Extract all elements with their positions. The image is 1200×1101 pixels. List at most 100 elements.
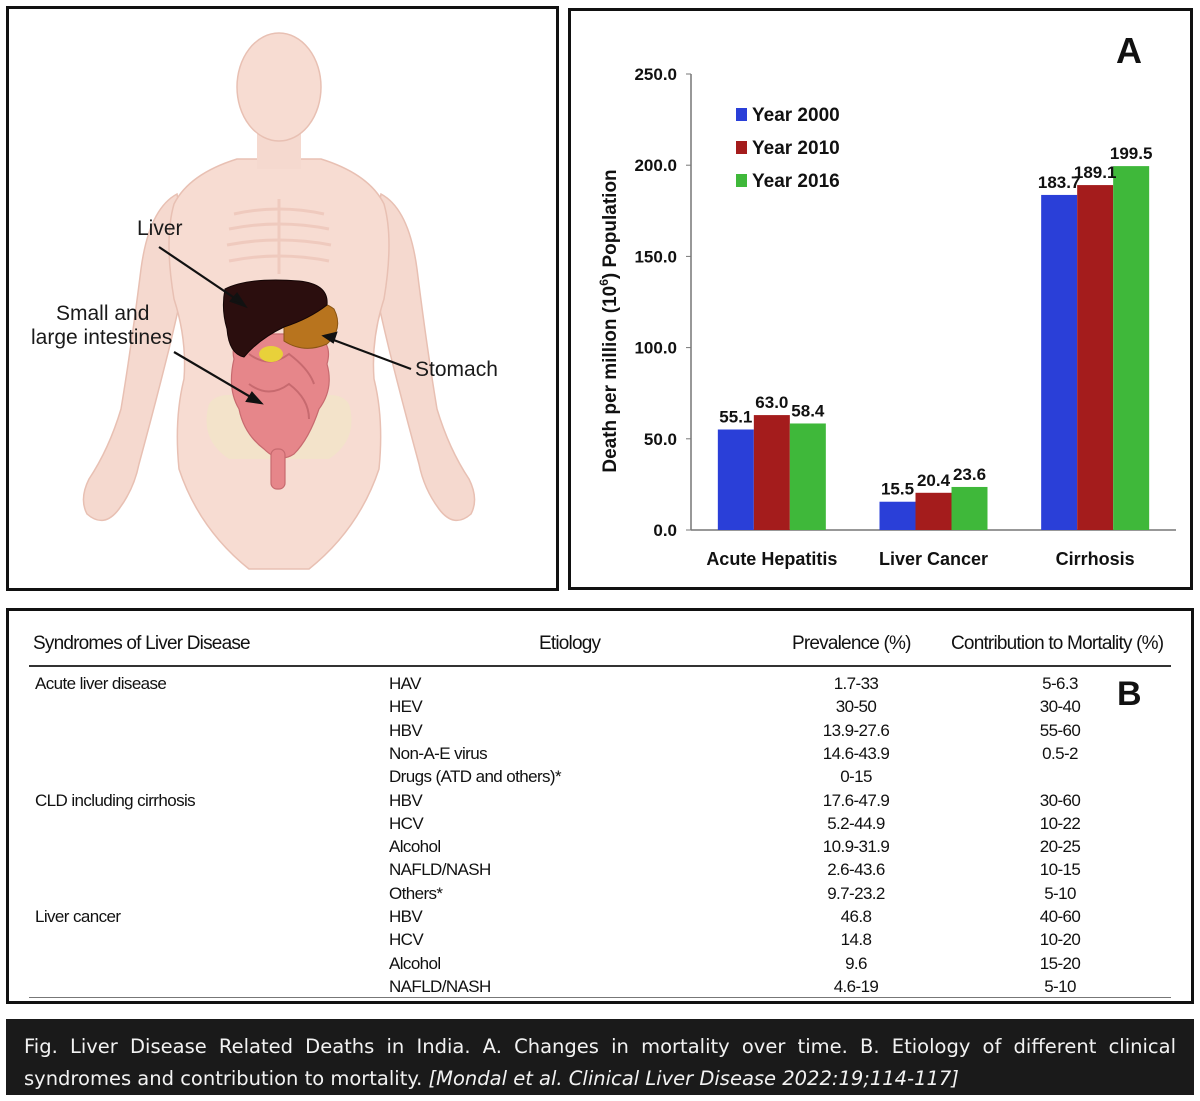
table-cell-prevalence: 4.6-19 [833, 976, 879, 996]
bar-data-label: 15.5 [881, 480, 914, 499]
anatomy-illustration: Liver Small and large intestines Stomach [31, 32, 498, 570]
table-cell-prevalence: 10.9-31.9 [822, 837, 890, 857]
left-arm [82, 192, 190, 522]
table-cell-etiology: Alcohol [389, 953, 441, 973]
table-cell-etiology: Non-A-E virus [389, 743, 488, 763]
table-cell-etiology: HCV [389, 930, 424, 950]
header-syndromes: Syndromes of Liver Disease [33, 633, 251, 654]
liver-label: Liver [137, 217, 183, 240]
table-cell-mortality: 10-20 [1039, 930, 1081, 950]
chart-panel: A 0.0 50.0 100.0 150.0 200.0 250.0 55.1 63.0 58… [568, 8, 1193, 590]
table-cell-mortality: 55-60 [1039, 720, 1081, 740]
table-cell-mortality: 5-10 [1044, 883, 1076, 903]
bar [717, 429, 754, 530]
legend-swatch [736, 141, 747, 154]
bar-data-label: 199.5 [1110, 144, 1153, 163]
header-prevalence: Prevalence (%) [792, 633, 911, 654]
table-cell-mortality: 20-25 [1039, 837, 1081, 857]
y-tick-label: 200.0 [634, 156, 677, 175]
bar [915, 492, 952, 530]
bar [1113, 166, 1150, 530]
mortality-bar-chart: A 0.0 50.0 100.0 150.0 200.0 250.0 55.163.0 58… [597, 30, 1176, 569]
figure-caption: Fig. Liver Disease Related Deaths in Ind… [6, 1019, 1194, 1095]
head [236, 32, 322, 142]
caption-citation: [Mondal et al. Clinical Liver Disease 20… [428, 1067, 959, 1090]
table-cell-mortality: 0.5-2 [1042, 743, 1078, 763]
bar-data-label: 23.6 [953, 465, 986, 484]
bar-data-label: 55.1 [719, 407, 752, 426]
x-category-label: Acute Hepatitis [706, 549, 837, 569]
intestines-label-line1: Small and [56, 302, 149, 325]
legend-swatch [736, 174, 747, 187]
table-cell-etiology: HEV [389, 697, 423, 717]
table-cell-etiology: Others* [389, 883, 443, 903]
stomach-label: Stomach [415, 358, 498, 381]
table-cell-prevalence: 2.6-43.6 [827, 860, 885, 880]
bar-data-label: 189.1 [1074, 163, 1117, 182]
legend-swatch [736, 108, 747, 121]
x-category-label: Liver Cancer [879, 549, 988, 569]
table-cell-etiology: Alcohol [389, 837, 441, 857]
chart-panel-letter: A [1116, 30, 1142, 71]
y-axis-label: Death per million (106) Population [597, 169, 621, 472]
table-cell-prevalence: 9.6 [845, 953, 867, 973]
table-cell-prevalence: 1.7-33 [833, 674, 879, 693]
y-tick-label: 0.0 [653, 521, 677, 540]
table-cell-etiology: NAFLD/NASH [389, 860, 491, 880]
table-cell-mortality: 15-20 [1039, 953, 1081, 973]
legend-label: Year 2010 [752, 138, 840, 159]
bar [1077, 185, 1114, 530]
table-cell-mortality: 40-60 [1039, 907, 1081, 926]
table-cell-prevalence: 17.6-47.9 [822, 790, 890, 810]
caption-text: Fig. Liver Disease Related Deaths in Ind… [24, 1035, 1176, 1090]
table-cell-prevalence: 46.8 [840, 907, 872, 926]
table-cell-prevalence: 14.8 [840, 930, 872, 950]
table-cell-mortality: 5-10 [1044, 976, 1076, 996]
gallbladder [259, 346, 283, 362]
table-panel: Syndromes of Liver Disease Etiology Prev… [6, 608, 1194, 1004]
header-etiology: Etiology [539, 633, 601, 654]
table-cell-etiology: Drugs (ATD and others)* [389, 767, 562, 787]
y-tick-label: 100.0 [634, 339, 677, 358]
anatomy-panel: Liver Small and large intestines Stomach [6, 6, 559, 591]
table-cell-prevalence: 14.6-43.9 [822, 743, 890, 763]
table-cell-etiology: NAFLD/NASH [389, 976, 491, 996]
table-cell-prevalence: 9.7-23.2 [827, 883, 885, 903]
intestines-label-line2: large intestines [31, 326, 172, 349]
table-cell-prevalence: 13.9-27.6 [822, 720, 890, 740]
ribcage [226, 199, 332, 274]
chart-legend: Year 2000 Year 2010 Year 2016 [736, 105, 840, 192]
legend-label: Year 2000 [752, 105, 840, 126]
right-arm [368, 192, 476, 522]
table-cell-syndrome: Liver cancer [35, 907, 121, 926]
table-cell-mortality: 30-60 [1039, 790, 1081, 810]
footer-rule [29, 997, 1171, 998]
table-cell-mortality: 30-40 [1039, 697, 1081, 717]
liver [222, 279, 328, 358]
y-tick-label: 50.0 [644, 430, 677, 449]
bar [951, 486, 988, 530]
bar [753, 415, 790, 530]
x-category-label: Cirrhosis [1056, 549, 1135, 569]
table-cell-etiology: HBV [389, 720, 423, 740]
bar-data-label: 58.4 [791, 401, 825, 420]
y-tick-label: 150.0 [634, 247, 677, 266]
table-panel-letter: B [1117, 675, 1142, 713]
table-cell-mortality: 10-22 [1039, 813, 1081, 833]
label-pointers [158, 246, 412, 405]
bar [879, 501, 916, 530]
bar [789, 423, 826, 530]
table-cell-etiology: HBV [389, 790, 423, 810]
table-cell-syndrome: CLD including cirrhosis [35, 790, 196, 810]
table-cell-syndrome: Acute liver disease [35, 674, 167, 693]
table-cell-mortality: 5-6.3 [1042, 674, 1078, 693]
bar-data-label: 63.0 [755, 393, 788, 412]
header-mortality: Contribution to Mortality (%) [951, 633, 1164, 654]
legend-label: Year 2016 [752, 171, 840, 192]
bar [1041, 194, 1078, 530]
header-rule [29, 665, 1171, 667]
table-cell-prevalence: 0-15 [840, 767, 872, 787]
table-cell-etiology: HAV [389, 674, 422, 693]
etiology-table: Syndromes of Liver Disease Etiology Prev… [9, 611, 1191, 1001]
bar-data-label: 183.7 [1038, 173, 1081, 192]
